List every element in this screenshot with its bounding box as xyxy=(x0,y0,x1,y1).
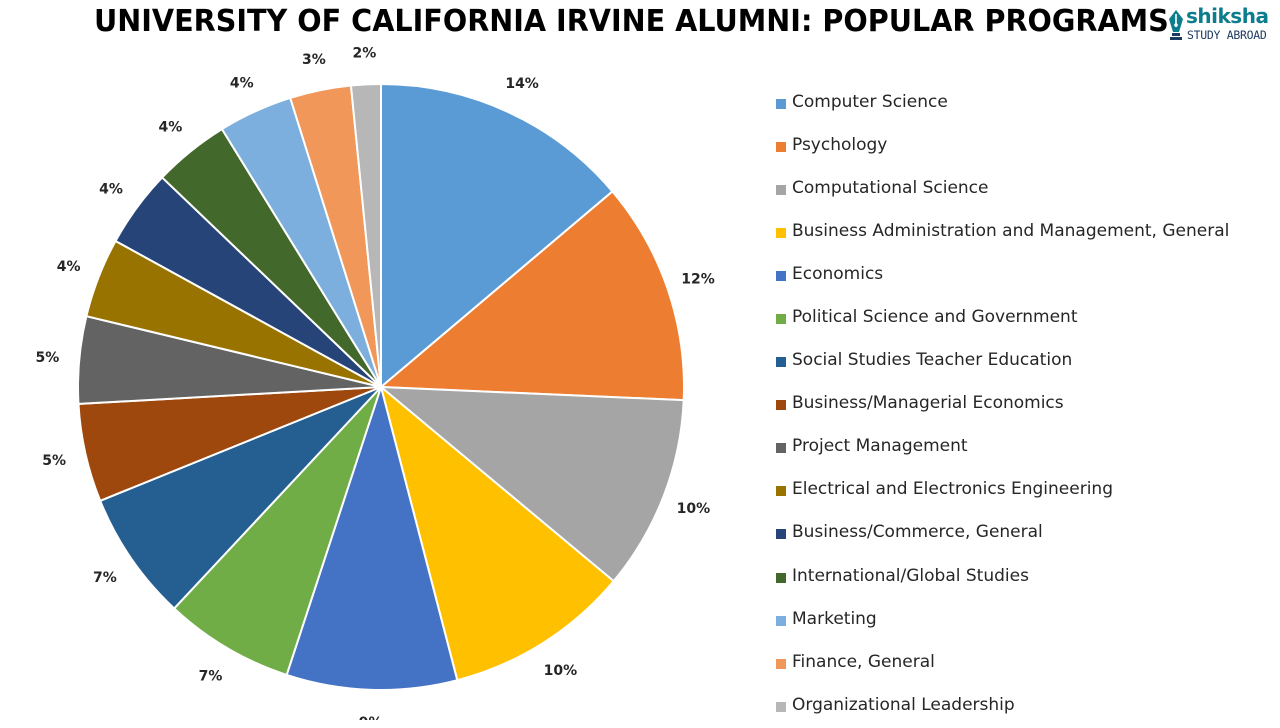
pie-slice-label-13: 4% xyxy=(230,75,254,91)
legend-swatch xyxy=(776,314,786,325)
legend-swatch xyxy=(776,141,786,152)
legend-item: International/Global Studies xyxy=(776,556,1271,599)
legend-item: Psychology xyxy=(776,125,1271,168)
pie-slice-label-1: 14% xyxy=(505,76,539,92)
shiksha-logo[interactable]: shiksha STUDY ABROAD xyxy=(1166,4,1276,46)
legend-item: Social Studies Teacher Education xyxy=(776,341,1271,384)
pie-slice-label-12: 4% xyxy=(159,120,183,136)
legend-label: Project Management xyxy=(792,436,968,457)
pie-slice-label-4: 10% xyxy=(544,663,578,679)
pie-slice-label-14: 3% xyxy=(302,52,326,68)
pie-slice-6 xyxy=(172,386,382,677)
pie-slice-label-6: 7% xyxy=(199,668,223,684)
legend-item: Computer Science xyxy=(776,82,1271,125)
pie-slice-label-8: 5% xyxy=(42,453,66,469)
legend-swatch xyxy=(776,658,786,669)
legend-swatch xyxy=(776,270,786,281)
pen-nib-icon xyxy=(1169,10,1183,40)
legend-item: Political Science and Government xyxy=(776,297,1271,340)
pie-slice-label-9: 5% xyxy=(36,350,60,366)
pie-slice-5 xyxy=(285,383,459,691)
brand-tagline: STUDY ABROAD xyxy=(1187,28,1267,42)
legend-swatch xyxy=(776,443,786,454)
legend-label: International/Global Studies xyxy=(792,565,1029,586)
legend-swatch xyxy=(776,615,786,626)
pie-slice-1 xyxy=(380,82,614,390)
brand-name: shiksha xyxy=(1186,4,1269,28)
legend-item: Electrical and Electronics Engineering xyxy=(776,470,1271,513)
legend-label: Electrical and Electronics Engineering xyxy=(792,479,1113,500)
legend-label: Marketing xyxy=(792,608,877,629)
chart-title: UNIVERSITY OF CALIFORNIA IRVINE ALUMNI: … xyxy=(94,4,1169,39)
pie-slice-3 xyxy=(378,385,685,583)
legend-swatch xyxy=(776,572,786,583)
legend-item: Finance, General xyxy=(776,642,1271,685)
legend-swatch xyxy=(776,486,786,497)
legend-swatch xyxy=(776,98,786,109)
legend-label: Psychology xyxy=(792,134,888,155)
legend-swatch xyxy=(776,227,786,238)
legend-item: Project Management xyxy=(776,427,1271,470)
legend-item: Business Administration and Management, … xyxy=(776,211,1271,254)
legend-label: Business/Commerce, General xyxy=(792,522,1043,543)
legend-label: Business/Managerial Economics xyxy=(792,393,1064,414)
pie-slice-7 xyxy=(98,386,382,610)
legend-item: Marketing xyxy=(776,599,1271,642)
legend-item: Economics xyxy=(776,254,1271,297)
legend-label: Political Science and Government xyxy=(792,307,1078,328)
legend-label: Organizational Leadership xyxy=(792,694,1015,715)
legend-swatch xyxy=(776,701,786,712)
legend-swatch xyxy=(776,400,786,411)
legend-label: Computer Science xyxy=(792,91,948,112)
pie-slice-label-3: 10% xyxy=(677,501,711,517)
legend-label: Economics xyxy=(792,263,884,284)
legend-label: Computational Science xyxy=(792,177,989,198)
legend-swatch xyxy=(776,357,786,368)
legend-item: Organizational Leadership xyxy=(776,685,1271,728)
pie-slice-15 xyxy=(349,82,382,388)
legend-item: Business/Managerial Economics xyxy=(776,384,1271,427)
pie-slice-label-7: 7% xyxy=(93,570,117,586)
pie-slice-label-11: 4% xyxy=(99,182,123,198)
legend-item: Business/Commerce, General xyxy=(776,513,1271,556)
pie-slice-label-5: 9% xyxy=(359,715,383,720)
pie-chart: 14% 12% 10% 10% 9% 7% 7% 5% 5% 4% 4% 4% 4% 3% 2% xyxy=(36,45,715,720)
legend-swatch xyxy=(776,184,786,195)
legend-item: Computational Science xyxy=(776,168,1271,211)
pie-slice-2 xyxy=(378,190,685,402)
pie-slice-label-2: 12% xyxy=(681,272,715,288)
legend-swatch xyxy=(776,529,786,540)
legend-label: Social Studies Teacher Education xyxy=(792,350,1073,371)
pie-slice-label-10: 4% xyxy=(57,259,81,275)
legend-label: Business Administration and Management, … xyxy=(792,220,1230,241)
chart-legend: Computer Science Psychology Computational … xyxy=(776,82,1271,728)
legend-label: Finance, General xyxy=(792,651,935,672)
pie-slice-label-15: 2% xyxy=(353,45,377,61)
